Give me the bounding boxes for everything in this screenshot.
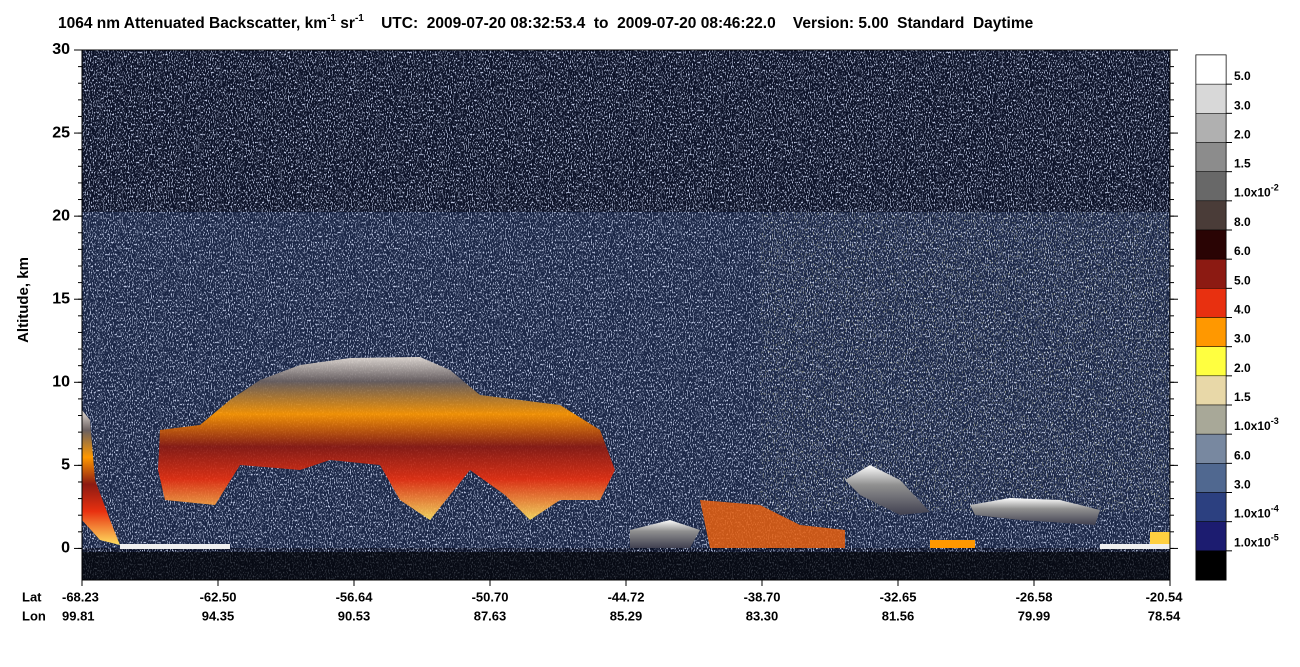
y-tick-label: 10 bbox=[52, 374, 70, 391]
colorbar-label: 1.0x10-4 bbox=[1234, 504, 1279, 521]
lat-label: -20.54 bbox=[1146, 589, 1184, 604]
colorbar-label: 1.0x10-5 bbox=[1234, 533, 1279, 550]
lon-label: 99.81 bbox=[62, 608, 95, 623]
colorbar-label: 1.5 bbox=[1234, 390, 1251, 404]
colorbar-swatch bbox=[1195, 521, 1227, 552]
colorbar-swatch bbox=[1195, 375, 1227, 406]
lat-label: -56.64 bbox=[336, 589, 374, 604]
lon-label: 90.53 bbox=[338, 608, 371, 623]
colorbar-label: 8.0 bbox=[1234, 215, 1251, 229]
lat-label: -44.72 bbox=[608, 589, 645, 604]
colorbar-swatch bbox=[1195, 142, 1227, 172]
colorbar-swatch bbox=[1195, 433, 1227, 464]
colorbar-label-exponent: -3 bbox=[1271, 416, 1279, 426]
colorbar-label: 4.0 bbox=[1234, 303, 1251, 317]
colorbar-label: 3.0 bbox=[1234, 478, 1251, 492]
colorbar-label: 6.0 bbox=[1234, 448, 1251, 462]
colorbar-label: 3.0 bbox=[1234, 98, 1251, 112]
lat-label: -68.23 bbox=[62, 589, 99, 604]
colorbar-swatch bbox=[1195, 171, 1227, 202]
colorbar-label-base: 1.0x10 bbox=[1234, 419, 1271, 433]
lon-label: 85.29 bbox=[610, 608, 643, 623]
colorbar-label-exponent: -5 bbox=[1271, 533, 1279, 543]
colorbar-swatch bbox=[1195, 54, 1227, 85]
colorbar-swatch bbox=[1195, 463, 1227, 493]
chart-title: 1064 nm Attenuated Backscatter, km-1​ sr… bbox=[58, 13, 1034, 32]
curtain-image bbox=[82, 50, 1170, 580]
colorbar-swatch bbox=[1195, 404, 1227, 435]
colorbar-swatch bbox=[1195, 258, 1227, 289]
y-tick-label: 30 bbox=[52, 41, 70, 58]
colorbar-label: 5.0 bbox=[1234, 69, 1251, 83]
lat-label: -50.70 bbox=[472, 589, 509, 604]
lon-label: 83.30 bbox=[746, 608, 779, 623]
title-superscript: -1 bbox=[327, 13, 336, 24]
lon-label: 79.99 bbox=[1018, 608, 1051, 623]
colorbar-label: 2.0 bbox=[1234, 128, 1251, 142]
y-tick-label: 15 bbox=[52, 290, 70, 307]
y-tick-label: 20 bbox=[52, 207, 70, 224]
title-superscript: -1 bbox=[355, 13, 364, 24]
colorbar-swatch bbox=[1195, 229, 1227, 260]
colorbar-label: 6.0 bbox=[1234, 244, 1251, 258]
colorbar-label: 1.0x10-3 bbox=[1234, 416, 1279, 433]
colorbar-swatch bbox=[1195, 346, 1227, 377]
colorbar-label: 1.5 bbox=[1234, 157, 1251, 171]
colorbar-swatch bbox=[1195, 113, 1227, 143]
y-tick-label: 0 bbox=[61, 540, 70, 557]
colorbar-swatch bbox=[1195, 200, 1227, 231]
lon-label: 78.54 bbox=[1148, 608, 1181, 623]
colorbar-label-base: 1.0x10 bbox=[1234, 186, 1271, 200]
colorbar-label: 2.0 bbox=[1234, 361, 1251, 375]
lon-label: 81.56 bbox=[882, 608, 915, 623]
y-axis-label: Altitude, km bbox=[15, 257, 32, 343]
y-tick-label: 25 bbox=[52, 124, 70, 141]
colorbar-label-exponent: -2 bbox=[1271, 183, 1279, 193]
y-tick-label: 5 bbox=[61, 457, 70, 474]
colorbar-label: 1.0x10-2 bbox=[1234, 183, 1279, 200]
title-part: 1064 nm Attenuated Backscatter, km bbox=[58, 15, 327, 32]
x-row-label: Lon bbox=[22, 608, 46, 623]
colorbar-swatch bbox=[1195, 288, 1227, 318]
lat-label: -62.50 bbox=[200, 589, 237, 604]
lon-label: 87.63 bbox=[474, 608, 507, 623]
colorbar-swatch bbox=[1195, 83, 1227, 114]
colorbar-label: 3.0 bbox=[1234, 332, 1251, 346]
colorbar-swatch bbox=[1195, 317, 1227, 347]
x-row-label: Lat bbox=[22, 589, 42, 604]
title-part: UTC: 2009-07-20 08:32:53.4 to 2009-07-20… bbox=[364, 15, 1034, 32]
colorbar-label-base: 1.0x10 bbox=[1234, 507, 1271, 521]
lon-label: 94.35 bbox=[202, 608, 235, 623]
colorbar-label: 5.0 bbox=[1234, 273, 1251, 287]
title-part: sr bbox=[336, 15, 355, 32]
lat-label: -38.70 bbox=[744, 589, 781, 604]
colorbar-swatch bbox=[1195, 492, 1227, 522]
lat-label: -32.65 bbox=[880, 589, 917, 604]
lat-label: -26.58 bbox=[1016, 589, 1053, 604]
colorbar-label-exponent: -4 bbox=[1271, 504, 1279, 514]
colorbar-label-base: 1.0x10 bbox=[1234, 536, 1271, 550]
colorbar-swatch bbox=[1195, 550, 1227, 581]
